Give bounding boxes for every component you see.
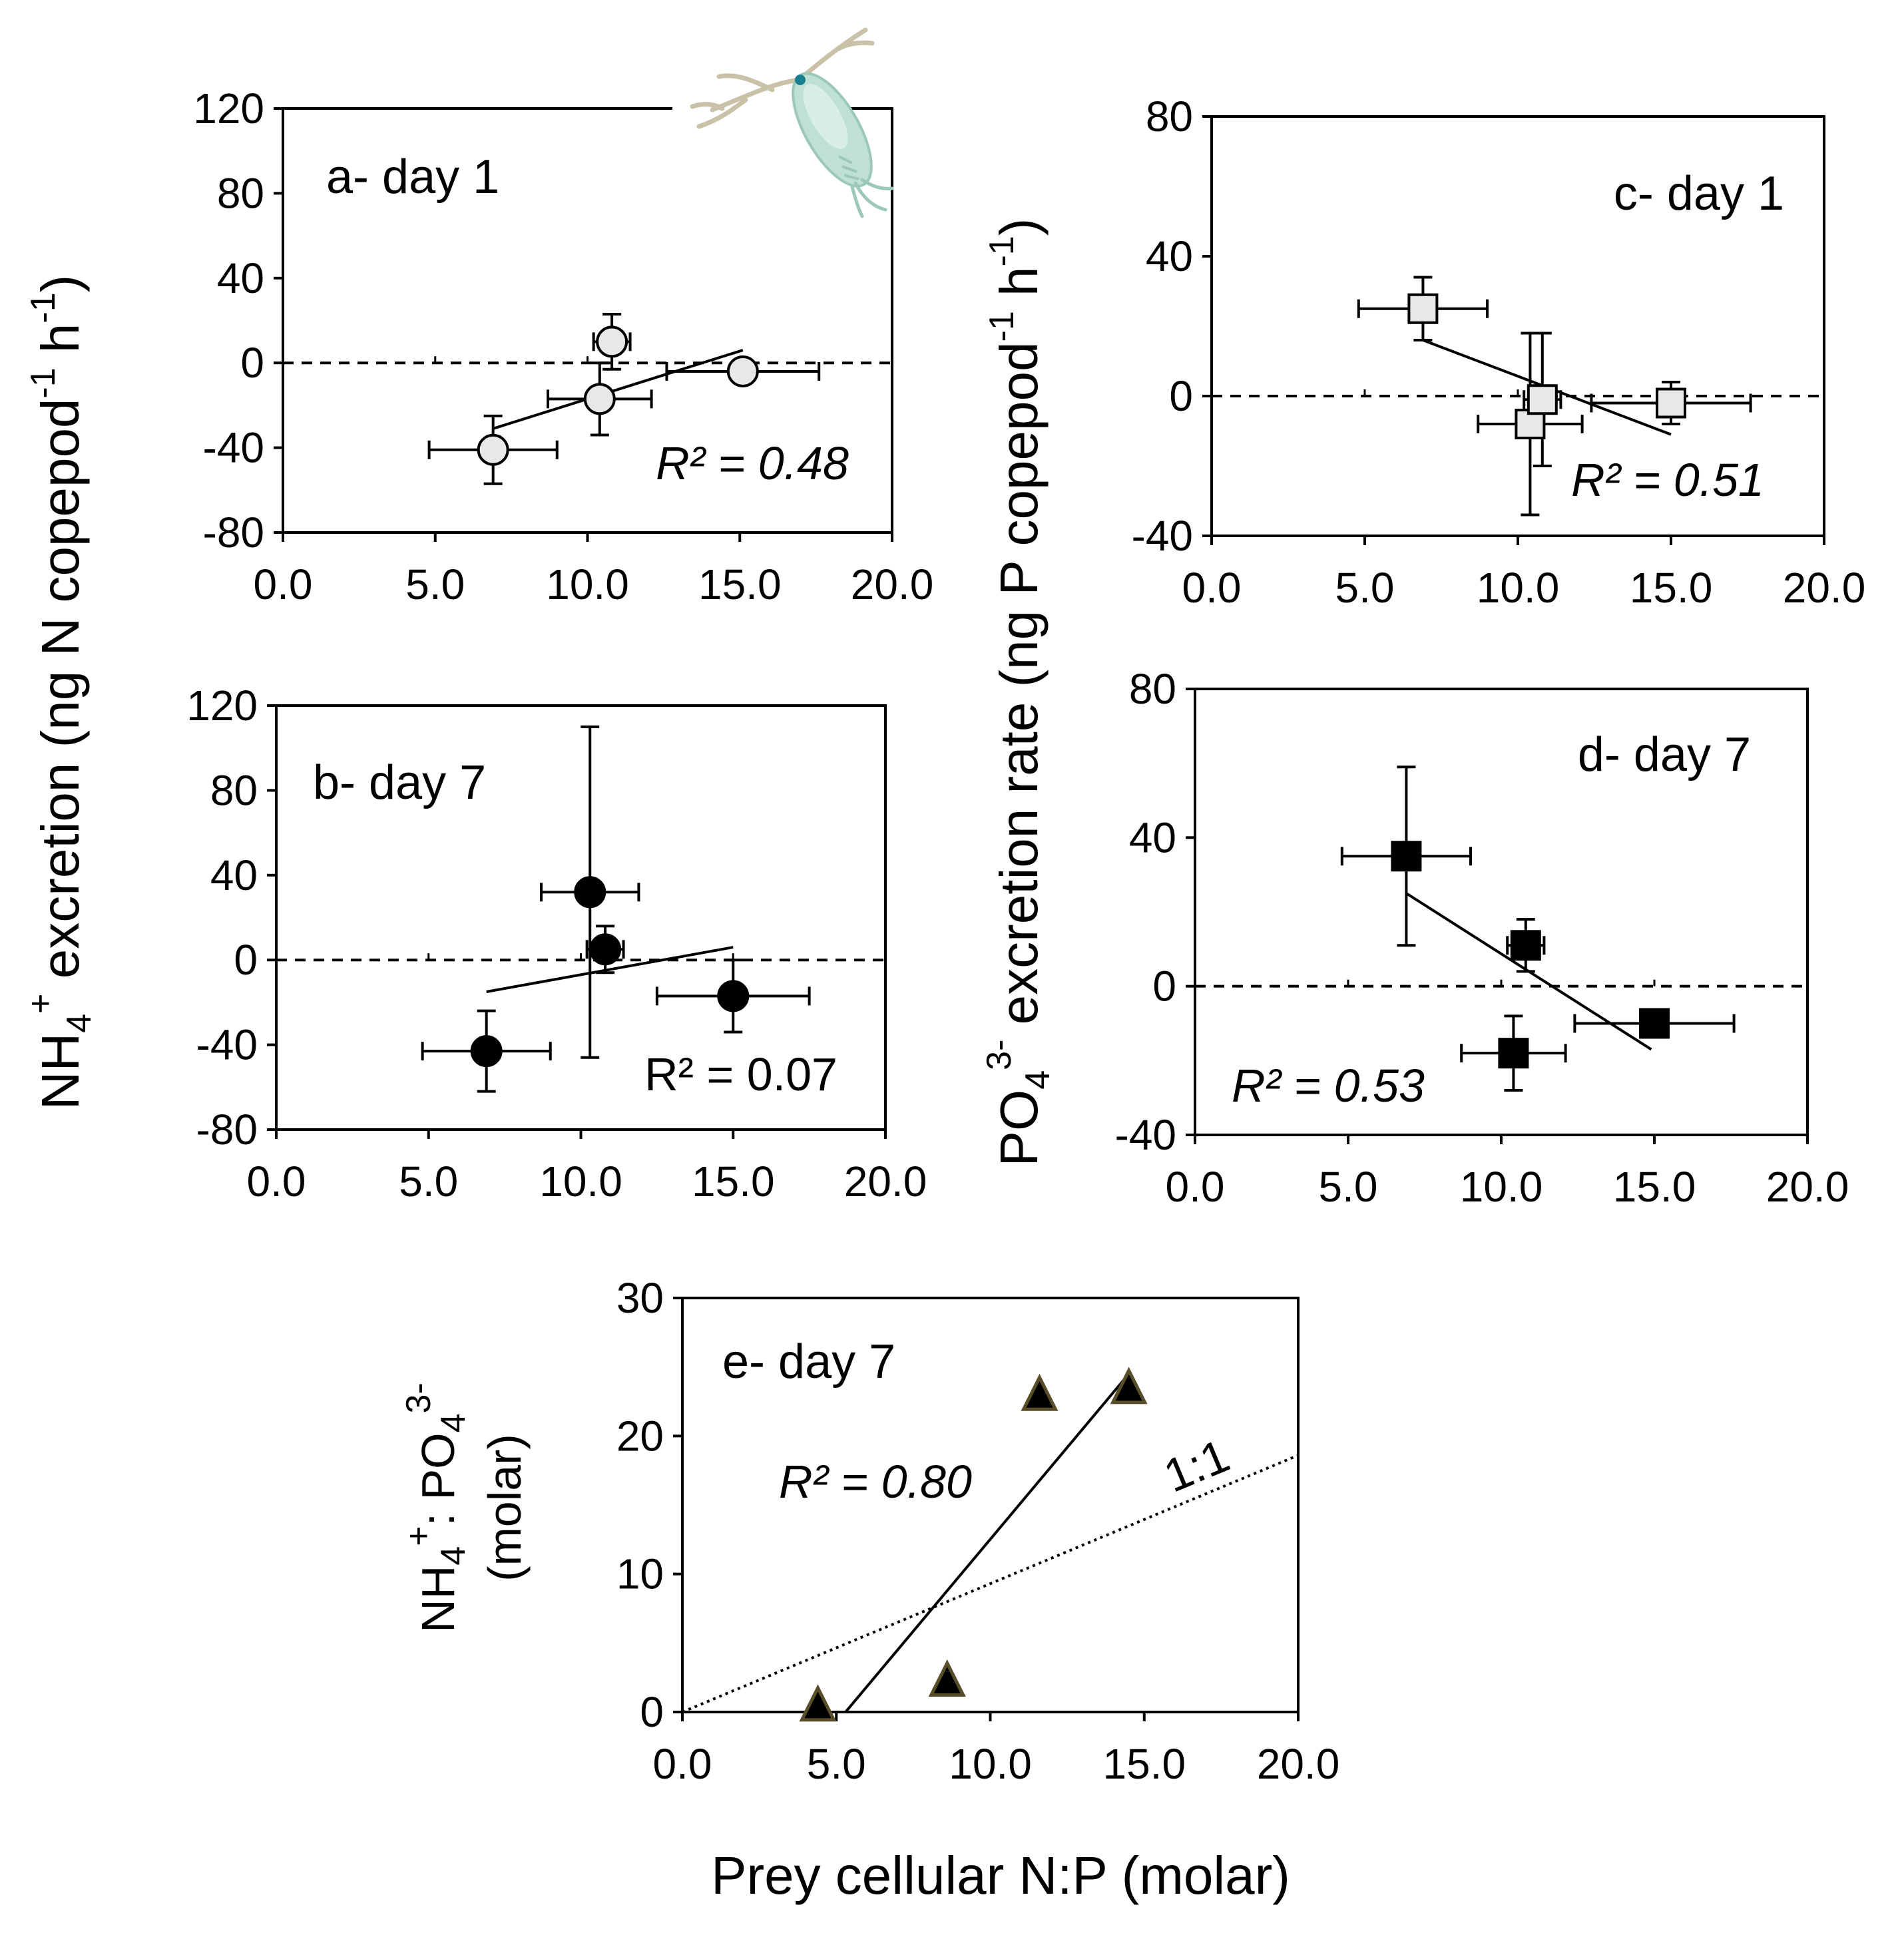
data-point-e-3 — [1021, 1373, 1059, 1411]
panel-title-a: a- day 1 — [326, 150, 499, 204]
ytick-label-b: 40 — [210, 851, 258, 899]
ytick-label-a: 0 — [240, 339, 264, 387]
ytick-label-b: 120 — [186, 682, 258, 730]
r2-label-c: R² = 0.51 — [1571, 454, 1764, 506]
data-point-a-1 — [477, 433, 509, 466]
ytick-label-e: 0 — [640, 1688, 664, 1736]
fit-line-b — [486, 946, 734, 993]
xtick-label-e: 15.0 — [1102, 1740, 1186, 1788]
panel-b: -80 -40 0 40 80 120 0.0 5.0 10.0 15.0 20.0 b- day 7… — [186, 682, 927, 1205]
xtick-label-e: 5.0 — [807, 1740, 866, 1788]
data-point-d-3 — [1510, 930, 1541, 961]
ytick-label-a: -80 — [203, 509, 265, 556]
ytick-label-b: 80 — [210, 766, 258, 814]
ref-line-label-e: 1:1 — [1156, 1429, 1236, 1502]
ytick-label-c: 0 — [1169, 372, 1193, 420]
panel-title-b: b- day 7 — [313, 756, 486, 809]
ytick-label-e: 10 — [616, 1550, 664, 1598]
x-axis-label: Prey cellular N:P (molar) — [711, 1846, 1290, 1905]
xtick-label-b: 5.0 — [399, 1158, 458, 1205]
data-point-b-2 — [574, 876, 606, 909]
xtick-label-b: 15.0 — [692, 1158, 775, 1205]
r2-label-e: R² = 0.80 — [779, 1456, 972, 1508]
ytick-label-a: -40 — [203, 424, 265, 472]
y-axis-label-right: PO43- excretion rate (ng P copepod-1 h-1… — [980, 218, 1057, 1167]
panel-title-c: c- day 1 — [1614, 167, 1784, 220]
ytick-label-b: -80 — [196, 1106, 258, 1154]
panel-c: -40 0 40 80 0.0 5.0 10.0 15.0 20.0 c- day 1 R² = 0… — [1132, 93, 1866, 612]
data-point-b-1 — [470, 1035, 503, 1068]
charts: -80 -40 0 40 80 120 0.0 5.0 10.0 15.0 20.0 a- day 1… — [186, 85, 1865, 1788]
data-point-e-1 — [799, 1684, 837, 1722]
fit-line-e — [844, 1373, 1130, 1713]
data-point-c-1 — [1407, 293, 1439, 324]
xtick-label-c: 15.0 — [1630, 564, 1713, 612]
ytick-label-a: 80 — [217, 169, 264, 217]
xtick-label-d: 10.0 — [1460, 1163, 1543, 1211]
ytick-label-c: 80 — [1146, 93, 1193, 140]
xtick-label-c: 10.0 — [1477, 564, 1560, 612]
ytick-label-e: 30 — [616, 1274, 664, 1322]
panel-a: -80 -40 0 40 80 120 0.0 5.0 10.0 15.0 20.0 a- day 1… — [193, 85, 933, 608]
copepod-icon — [672, 27, 894, 218]
y-axis-label-left: NH4+ excretion (ng N copepod-1 h-1) — [21, 275, 99, 1110]
xtick-label-a: 20.0 — [851, 560, 934, 608]
ytick-label-d: 80 — [1129, 665, 1176, 713]
xtick-label-e: 20.0 — [1257, 1740, 1340, 1788]
y-axis-label-e-line2: (molar) — [479, 1434, 531, 1582]
y-axis-label-e-line1: NH4+: PO43- — [399, 1383, 473, 1633]
ytick-label-d: 40 — [1129, 813, 1176, 861]
ytick-label-c: -40 — [1132, 512, 1194, 560]
xtick-label-a: 15.0 — [698, 560, 782, 608]
ytick-label-b: 0 — [234, 936, 258, 984]
data-point-c-3 — [1527, 384, 1558, 415]
xtick-label-d: 15.0 — [1613, 1163, 1696, 1211]
data-point-b-3 — [589, 933, 622, 966]
data-point-b-4 — [717, 980, 750, 1012]
data-point-e-4 — [1110, 1367, 1148, 1404]
data-point-d-1 — [1391, 841, 1422, 872]
xtick-label-a: 5.0 — [405, 560, 465, 608]
data-point-a-3 — [596, 325, 628, 358]
data-point-d-2 — [1498, 1038, 1529, 1069]
r2-label-d: R² = 0.53 — [1232, 1060, 1425, 1112]
xtick-label-e: 10.0 — [949, 1740, 1032, 1788]
xtick-label-c: 5.0 — [1335, 564, 1395, 612]
xtick-label-b: 0.0 — [247, 1158, 306, 1205]
xtick-label-d: 20.0 — [1766, 1163, 1849, 1211]
xtick-label-c: 20.0 — [1783, 564, 1866, 612]
r2-label-b: R² = 0.07 — [644, 1048, 837, 1100]
data-point-a-4 — [726, 355, 759, 387]
ytick-label-d: -40 — [1115, 1111, 1177, 1159]
ytick-label-a: 40 — [217, 254, 264, 302]
data-point-c-4 — [1656, 387, 1686, 419]
xtick-label-e: 0.0 — [653, 1740, 712, 1788]
ref-line-e — [682, 1454, 1299, 1713]
xtick-label-d: 5.0 — [1319, 1163, 1378, 1211]
xtick-label-d: 0.0 — [1166, 1163, 1225, 1211]
xtick-label-b: 10.0 — [539, 1158, 622, 1205]
data-point-a-2 — [583, 383, 616, 415]
panel-e: 0 10 20 30 0.0 5.0 10.0 15.0 20.0 1:1 e- day 7 R² =… — [616, 1274, 1339, 1788]
ytick-label-d: 0 — [1152, 963, 1176, 1010]
data-point-d-4 — [1639, 1008, 1670, 1039]
xtick-label-c: 0.0 — [1182, 564, 1242, 612]
panel-title-d: d- day 7 — [1578, 728, 1751, 781]
xtick-label-a: 10.0 — [546, 560, 629, 608]
fit-line-d — [1405, 892, 1652, 1051]
data-point-e-2 — [928, 1659, 966, 1697]
xtick-label-a: 0.0 — [254, 560, 313, 608]
ytick-label-e: 20 — [616, 1412, 664, 1460]
panel-d: -40 0 40 80 0.0 5.0 10.0 15.0 20.0 d- day 7 R² = 0… — [1115, 665, 1849, 1211]
xtick-label-b: 20.0 — [844, 1158, 927, 1205]
ytick-label-a: 120 — [193, 85, 264, 132]
ytick-label-b: -40 — [196, 1021, 258, 1069]
ytick-label-c: 40 — [1146, 232, 1193, 280]
fit-line-a — [493, 349, 744, 430]
panel-title-e: e- day 7 — [722, 1335, 895, 1389]
r2-label-a: R² = 0.48 — [656, 437, 849, 489]
